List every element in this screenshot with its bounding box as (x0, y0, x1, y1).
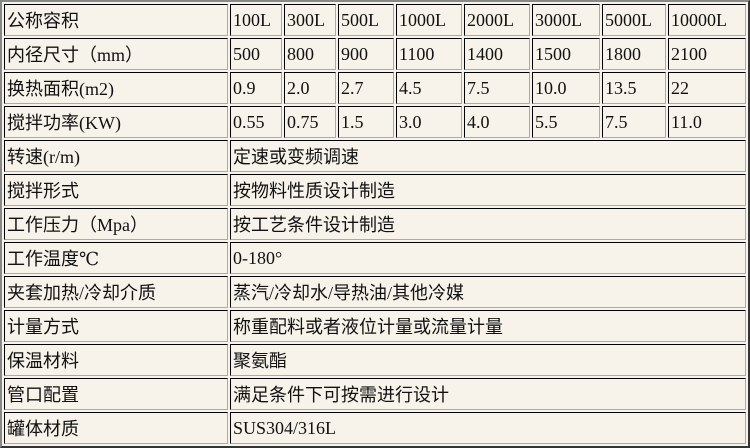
table-cell: 1100 (396, 38, 462, 70)
table-cell: 4.5 (396, 72, 462, 104)
table-cell: 13.5 (602, 72, 666, 104)
table-cell: 1400 (464, 38, 530, 70)
table-row: 转速(r/m) 定速或变频调速 (4, 140, 746, 172)
table-cell: 7.5 (602, 106, 666, 138)
table-row: 工作压力（Mpa） 按工艺条件设计制造 (4, 208, 746, 240)
table-cell: 满足条件下可按需进行设计 (230, 378, 746, 410)
table-cell: 22 (668, 72, 746, 104)
table-cell: 900 (338, 38, 394, 70)
table-cell: 按物料性质设计制造 (230, 174, 746, 206)
table-cell: 100L (230, 4, 282, 36)
table-cell: 0-180° (230, 242, 746, 274)
row-label: 夹套加热/冷却介质 (4, 276, 228, 308)
table-cell: 0.9 (230, 72, 282, 104)
row-label: 换热面积(m2) (4, 72, 228, 104)
table-row: 搅拌功率(KW) 0.55 0.75 1.5 3.0 4.0 5.5 7.5 11.0 (4, 106, 746, 138)
table-row: 罐体材质 SUS304/316L (4, 412, 746, 444)
row-label: 计量方式 (4, 310, 228, 342)
row-label: 搅拌形式 (4, 174, 228, 206)
row-label: 搅拌功率(KW) (4, 106, 228, 138)
table-cell: 1.5 (338, 106, 394, 138)
table-cell: 蒸汽/冷却水/导热油/其他冷媒 (230, 276, 746, 308)
table-cell: 11.0 (668, 106, 746, 138)
table-cell: 0.75 (284, 106, 336, 138)
table-cell: 5.5 (532, 106, 600, 138)
table-cell: 300L (284, 4, 336, 36)
row-label: 管口配置 (4, 378, 228, 410)
table-row: 管口配置 满足条件下可按需进行设计 (4, 378, 746, 410)
table-cell: 定速或变频调速 (230, 140, 746, 172)
table-row: 工作温度℃ 0-180° (4, 242, 746, 274)
table-cell: 7.5 (464, 72, 530, 104)
table-cell: 500 (230, 38, 282, 70)
table-cell: 2.0 (284, 72, 336, 104)
table-row: 计量方式 称重配料或者液位计量或流量计量 (4, 310, 746, 342)
table-cell: 按工艺条件设计制造 (230, 208, 746, 240)
table-cell: 称重配料或者液位计量或流量计量 (230, 310, 746, 342)
table-cell: 1000L (396, 4, 462, 36)
row-label: 公称容积 (4, 4, 228, 36)
table-cell: 1500 (532, 38, 600, 70)
table-cell: 500L (338, 4, 394, 36)
table-cell: 2000L (464, 4, 530, 36)
table-cell: 10.0 (532, 72, 600, 104)
row-label: 工作温度℃ (4, 242, 228, 274)
table-row: 搅拌形式 按物料性质设计制造 (4, 174, 746, 206)
table-cell: 800 (284, 38, 336, 70)
table-cell: 5000L (602, 4, 666, 36)
table-cell: 2.7 (338, 72, 394, 104)
table-cell: 3000L (532, 4, 600, 36)
table-cell: 4.0 (464, 106, 530, 138)
table-row: 内径尺寸（mm） 500 800 900 1100 1400 1500 1800 2100 (4, 38, 746, 70)
table-cell: 1800 (602, 38, 666, 70)
row-label: 转速(r/m) (4, 140, 228, 172)
row-label: 内径尺寸（mm） (4, 38, 228, 70)
row-label: 保温材料 (4, 344, 228, 376)
table-cell: 3.0 (396, 106, 462, 138)
row-label: 罐体材质 (4, 412, 228, 444)
table-cell: SUS304/316L (230, 412, 746, 444)
table-row: 保温材料 聚氨酯 (4, 344, 746, 376)
row-label: 工作压力（Mpa） (4, 208, 228, 240)
table-row: 公称容积 100L 300L 500L 1000L 2000L 3000L 5000L 1000… (4, 4, 746, 36)
table-cell: 聚氨酯 (230, 344, 746, 376)
table-row: 夹套加热/冷却介质 蒸汽/冷却水/导热油/其他冷媒 (4, 276, 746, 308)
table-cell: 10000L (668, 4, 746, 36)
table-row: 换热面积(m2) 0.9 2.0 2.7 4.5 7.5 10.0 13.5 22 (4, 72, 746, 104)
table-cell: 2100 (668, 38, 746, 70)
table-cell: 0.55 (230, 106, 282, 138)
